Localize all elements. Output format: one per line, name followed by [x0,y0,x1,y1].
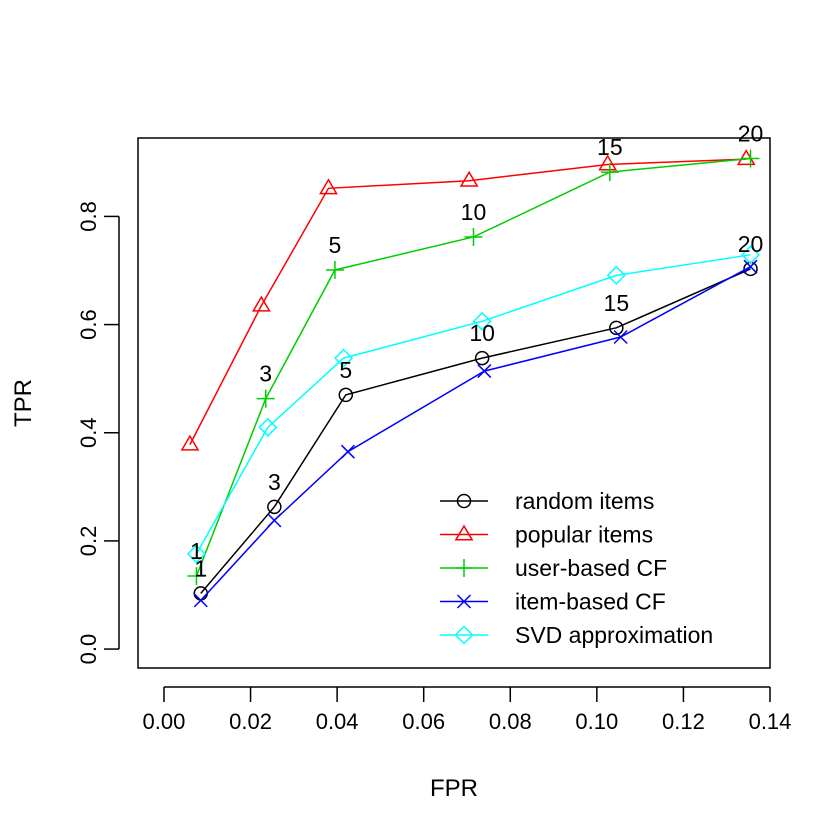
data-point-item-based-cf [613,329,628,345]
y-tick-label: 0.8 [76,201,101,232]
legend-marker [454,625,474,645]
y-tick-label: 0.6 [76,309,101,340]
y-axis: 0.0 0.2 0.4 0.6 0.8 [76,201,120,665]
point-label-layer: 1 3 5 10 15 20 1 3 5 10 15 20 [190,121,763,582]
series-line-user-based-cf [195,157,751,577]
data-point-popular-items [459,170,479,187]
series-layer [180,149,761,608]
legend-marker [455,559,473,577]
series-item-based-cf [193,259,758,608]
x-tick-label: 0.10 [575,709,618,734]
data-point-svd-approximation [740,245,761,265]
series-line-svd-approximation [195,254,751,555]
point-label: 20 [738,121,764,147]
data-point-popular-items [251,295,271,312]
legend-item-random-items: random items [440,488,654,514]
point-label: 15 [604,290,630,316]
series-line-popular-items [189,158,747,445]
legend-marker [456,493,472,509]
x-tick-label: 0.12 [662,709,705,734]
data-point-random-items [609,320,624,336]
point-label: 15 [597,134,623,160]
legend-marker [454,524,474,541]
legend-label: random items [515,488,654,514]
legend-label: popular items [515,522,653,548]
data-point-item-based-cf [193,593,208,608]
point-label: 3 [268,469,281,495]
x-axis: 0.00 0.02 0.04 0.06 0.08 0.10 0.12 0.14 [143,686,792,734]
data-point-user-based-cf [600,163,619,182]
legend-label: SVD approximation [515,622,713,648]
x-tick-label: 0.04 [316,709,359,734]
y-tick-label: 0.0 [76,634,101,665]
data-point-popular-items [598,154,618,171]
x-tick-label: 0.14 [749,709,792,734]
legend-item-item-based-cf: item-based CF [440,589,666,615]
series-line-random-items [200,268,751,594]
data-point-svd-approximation [606,265,626,285]
data-point-user-based-cf [741,149,760,168]
data-point-svd-approximation [472,311,492,331]
data-point-random-items [474,350,490,366]
data-point-user-based-cf [464,227,483,246]
data-point-item-based-cf [477,364,492,379]
legend-marker [456,594,472,609]
point-label: 1 [194,555,207,581]
y-axis-label: TPR [10,379,37,427]
data-point-item-based-cf [267,513,282,528]
point-label: 3 [259,361,272,387]
point-label: 10 [461,199,487,225]
data-point-popular-items [319,178,338,195]
x-tick-label: 0.00 [143,709,186,734]
legend-item-popular-items: popular items [440,522,653,548]
point-label: 10 [469,320,495,346]
x-tick-label: 0.06 [402,709,445,734]
data-point-popular-items [736,149,756,166]
legend-item-user-based-cf: user-based CF [440,555,667,581]
data-point-user-based-cf [325,260,344,279]
data-point-popular-items [180,434,200,451]
y-tick-label: 0.2 [76,526,101,557]
data-point-svd-approximation [258,417,278,437]
data-point-svd-approximation [186,544,206,564]
legend-label: user-based CF [515,555,667,581]
series-random-items [193,261,758,601]
y-tick-label: 0.4 [76,417,101,448]
series-line-item-based-cf [200,266,751,601]
series-svd-approximation [186,245,761,564]
series-popular-items [180,149,756,451]
x-tick-label: 0.02 [229,709,272,734]
data-point-user-based-cf [256,389,275,408]
data-point-user-based-cf [187,567,206,586]
data-point-random-items [267,499,282,515]
legend-label: item-based CF [515,589,666,615]
point-label: 20 [738,231,764,257]
legend: random items popular items user-based CF it… [440,488,713,648]
x-axis-label: FPR [430,775,478,802]
data-point-svd-approximation [334,348,354,368]
series-user-based-cf [187,149,760,586]
data-point-item-based-cf [340,444,355,459]
data-point-random-items [338,387,354,403]
plot-frame [137,137,771,669]
data-point-item-based-cf [743,259,758,274]
point-label: 1 [190,538,203,564]
legend-item-svd-approximation: SVD approximation [440,622,713,648]
point-label: 5 [329,232,342,258]
point-label: 5 [339,357,352,383]
x-tick-label: 0.08 [489,709,532,734]
